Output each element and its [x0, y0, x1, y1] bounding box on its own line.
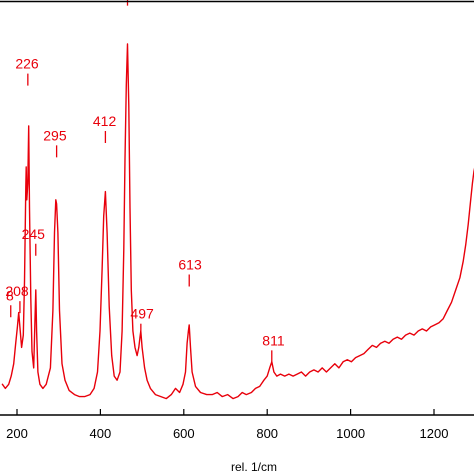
peak-label: 412 — [93, 113, 117, 129]
x-tick-label: 800 — [256, 426, 278, 441]
x-tick-label: 200 — [6, 426, 28, 441]
series-layer — [1, 43, 474, 400]
x-tick-label: 600 — [173, 426, 195, 441]
x-tick-label: 1200 — [420, 426, 449, 441]
x-axis-title: rel. 1/cm — [231, 460, 277, 474]
peak-label: 613 — [178, 257, 202, 273]
spectrum-line-0 — [1, 43, 474, 400]
peak-annotation: 497 — [130, 306, 154, 336]
x-tick-label: 400 — [90, 426, 112, 441]
x-tick-label: 1000 — [336, 426, 365, 441]
peak-label: 208 — [5, 283, 29, 299]
peak-label: 226 — [15, 56, 39, 72]
peak-annotation: 226 — [15, 56, 39, 86]
peak-annotation: 412 — [93, 113, 117, 143]
peak-annotation: 465 — [126, 0, 129, 6]
peak-annotation: 245 — [22, 226, 46, 256]
peak-annotation: 8 — [6, 287, 14, 318]
peak-label: 497 — [130, 306, 154, 322]
peak-label: 8 — [6, 287, 14, 303]
peak-label: 811 — [262, 332, 285, 348]
peak-annotation: 295 — [43, 127, 67, 158]
peak-label: 245 — [22, 226, 46, 242]
peak-annotation: 613 — [178, 257, 202, 287]
peak-annotation: 208 — [5, 283, 29, 314]
x-axis-ticks: 200 400 600 800 1000 1200 — [6, 409, 448, 441]
peak-annotations: 82082262452954124654976138111 — [5, 0, 285, 363]
peak-annotation: 811 — [262, 332, 285, 363]
peak-label: 295 — [43, 127, 67, 143]
